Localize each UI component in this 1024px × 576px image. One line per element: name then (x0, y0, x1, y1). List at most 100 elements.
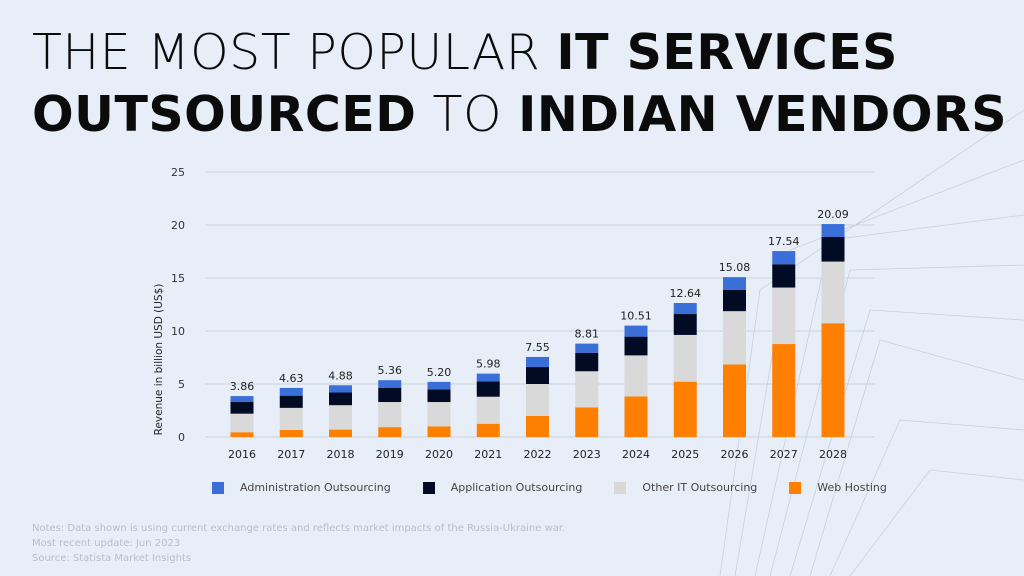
legend-swatch (789, 481, 802, 494)
y-tick-label: 20 (171, 219, 185, 232)
bar-segment-other-it-outsourcing (378, 402, 402, 428)
legend-item: Application Outsourcing (422, 481, 583, 494)
bar-segment-web-hosting (378, 427, 402, 437)
decorative-line (829, 419, 1024, 576)
source-text: Source: Statista Market Insights (32, 553, 192, 564)
bar-segment-administration-outsourcing (329, 385, 352, 393)
x-tick-label: 2027 (770, 448, 798, 461)
bar-segment-administration-outsourcing (279, 387, 303, 396)
x-tick-label: 2017 (277, 448, 305, 461)
chart-legend: Administration Outsourcing Application Ou… (212, 481, 919, 494)
total-label: 4.88 (328, 369, 353, 382)
x-tick-label: 2026 (721, 448, 749, 461)
title-light-1: THE MOST POPULAR (32, 24, 557, 81)
decorative-line (734, 159, 1024, 576)
total-label: 15.08 (719, 261, 751, 274)
bar-segment-administration-outsourcing (624, 325, 648, 337)
x-tick-label: 2028 (819, 448, 847, 461)
bar-segment-administration-outsourcing (575, 343, 599, 353)
bar-segment-other-it-outsourcing (772, 287, 796, 345)
legend-label: Web Hosting (817, 481, 887, 494)
x-tick-label: 2018 (327, 448, 355, 461)
bar-segment-application-outsourcing (821, 236, 845, 262)
bar-segment-application-outsourcing (476, 381, 500, 397)
total-label: 4.63 (279, 372, 304, 385)
legend-item: Other IT Outsourcing (614, 481, 757, 494)
bar-segment-web-hosting (526, 416, 549, 437)
bar-segment-web-hosting (230, 432, 254, 437)
bar-segment-administration-outsourcing (673, 303, 697, 315)
decorative-line (789, 309, 1024, 576)
decorative-line (849, 469, 1024, 576)
bar-segment-administration-outsourcing (526, 356, 549, 368)
bar-segment-other-it-outsourcing (673, 334, 697, 382)
total-label: 10.51 (620, 310, 652, 323)
legend-label: Application Outsourcing (450, 481, 583, 494)
bar-segment-application-outsourcing (230, 402, 254, 414)
total-label: 5.98 (476, 358, 501, 371)
bar-segment-application-outsourcing (575, 352, 599, 372)
bar-segment-administration-outsourcing (476, 373, 500, 382)
x-tick-label: 2016 (228, 448, 256, 461)
bar-segment-web-hosting (427, 426, 451, 437)
total-label: 12.64 (670, 287, 702, 300)
bar-segment-web-hosting (329, 429, 352, 437)
x-tick-label: 2021 (474, 448, 502, 461)
bar-segment-administration-outsourcing (772, 251, 796, 265)
bar-segment-web-hosting (476, 423, 500, 437)
total-label: 20.09 (817, 208, 849, 221)
title-light-2: TO (416, 86, 519, 143)
bar-segment-application-outsourcing (329, 392, 352, 406)
bar-segment-administration-outsourcing (821, 224, 845, 237)
bar-segment-other-it-outsourcing (427, 402, 451, 427)
bar-segment-web-hosting (673, 381, 697, 437)
decorative-line (719, 109, 1024, 576)
x-tick-label: 2019 (376, 448, 404, 461)
legend-item: Administration Outsourcing (212, 481, 391, 494)
bar-segment-administration-outsourcing (230, 396, 254, 403)
y-tick-label: 25 (171, 166, 185, 179)
update-text: Most recent update: Jun 2023 (32, 538, 181, 549)
bar-segment-web-hosting (575, 407, 599, 437)
bar-segment-web-hosting (279, 429, 303, 437)
legend-swatch (212, 481, 224, 494)
chart-notes: Notes: Data shown is using current excha… (32, 521, 565, 566)
bar-segment-other-it-outsourcing (476, 396, 500, 424)
x-tick-label: 2022 (524, 448, 552, 461)
bar-segment-other-it-outsourcing (526, 384, 549, 417)
x-tick-label: 2020 (425, 448, 453, 461)
bar-segment-other-it-outsourcing (821, 261, 845, 324)
bar-segment-application-outsourcing (378, 387, 402, 403)
total-label: 17.54 (768, 235, 800, 248)
legend-swatch (422, 481, 435, 494)
total-label: 5.36 (378, 364, 403, 377)
bar-segment-application-outsourcing (526, 367, 549, 384)
bar-segment-web-hosting (821, 323, 845, 437)
y-tick-label: 5 (178, 378, 185, 391)
bar-segment-application-outsourcing (772, 264, 796, 288)
bar-segment-other-it-outsourcing (230, 413, 254, 433)
x-tick-label: 2024 (622, 448, 650, 461)
bar-segment-application-outsourcing (624, 336, 648, 356)
bar-segment-application-outsourcing (673, 314, 697, 335)
bar-segment-web-hosting (723, 364, 746, 437)
y-tick-label: 15 (171, 272, 185, 285)
total-label: 8.81 (575, 328, 600, 341)
bar-segment-administration-outsourcing (378, 380, 402, 388)
x-tick-label: 2023 (573, 448, 601, 461)
page-title: THE MOST POPULAR IT SERVICES OUTSOURCED … (32, 22, 1007, 146)
legend-item: Web Hosting (789, 481, 887, 494)
total-label: 7.55 (525, 341, 550, 354)
y-axis-label: Revenue in billion USD (US$) (153, 284, 165, 436)
x-tick-label: 2025 (671, 448, 699, 461)
title-bold-3: INDIAN VENDORS (518, 86, 1007, 143)
bar-segment-other-it-outsourcing (723, 311, 746, 365)
bar-segment-administration-outsourcing (723, 277, 746, 290)
legend-label: Other IT Outsourcing (642, 481, 758, 494)
bar-segment-other-it-outsourcing (279, 407, 303, 430)
bar-segment-web-hosting (772, 344, 796, 437)
bar-segment-application-outsourcing (723, 289, 746, 312)
y-tick-label: 0 (178, 431, 185, 444)
total-label: 3.86 (230, 380, 255, 393)
